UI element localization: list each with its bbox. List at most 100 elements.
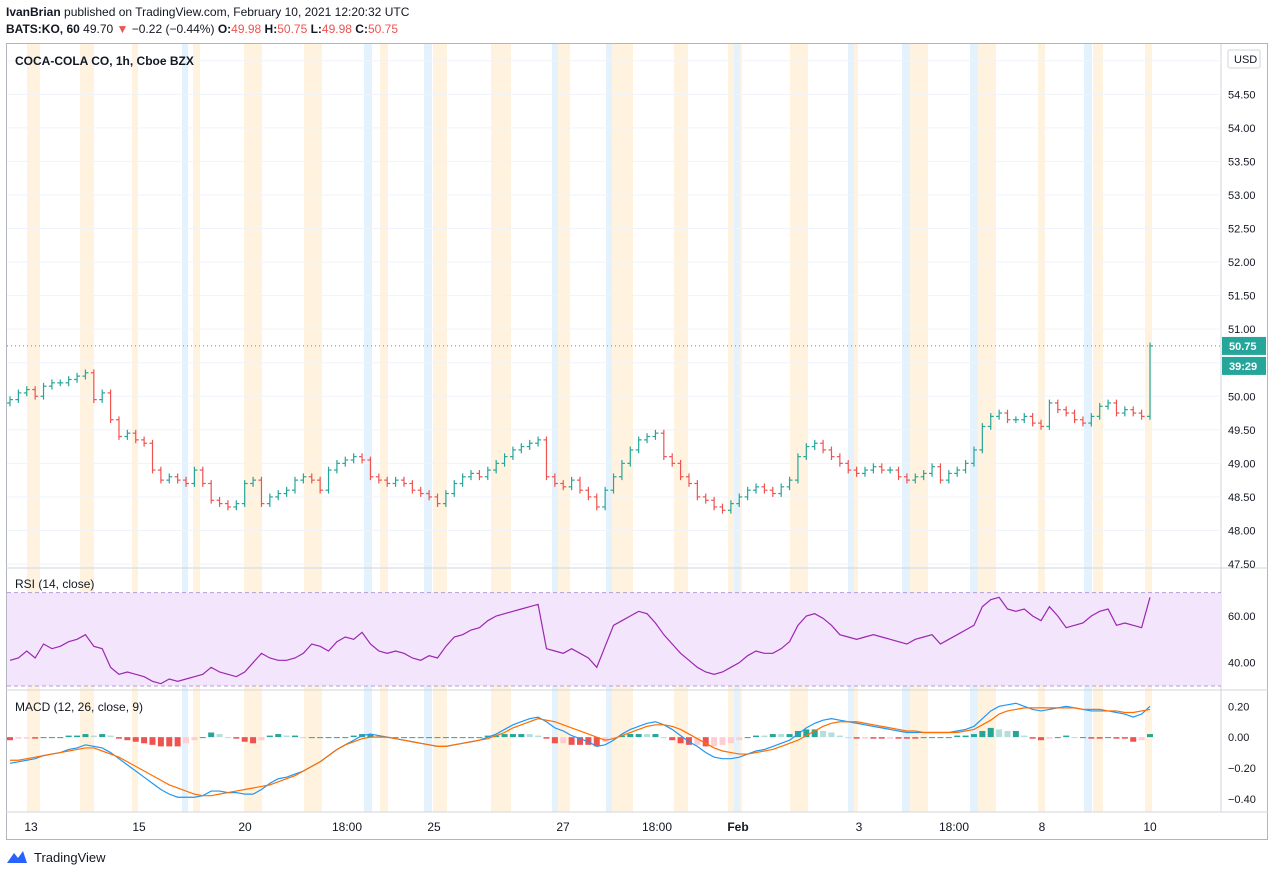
ohlc-bar bbox=[191, 466, 198, 487]
macd-histogram-bar bbox=[753, 735, 760, 738]
macd-histogram-bar bbox=[602, 737, 609, 742]
rsi-title: RSI (14, close) bbox=[15, 577, 94, 591]
ohlc-bar bbox=[962, 460, 969, 474]
macd-histogram-bar bbox=[1046, 737, 1053, 739]
price-tick-label: 53.50 bbox=[1228, 156, 1256, 168]
ohlc-bar bbox=[1029, 413, 1036, 427]
ohlc-bar bbox=[736, 493, 743, 507]
macd-histogram-bar bbox=[65, 735, 72, 738]
ohlc-bar bbox=[836, 453, 843, 467]
macd-histogram-bar bbox=[99, 734, 106, 738]
macd-histogram-bar bbox=[987, 727, 994, 738]
ohlc-bar bbox=[1121, 406, 1128, 417]
ohlc-bar bbox=[350, 453, 357, 464]
macd-histogram-bar bbox=[501, 734, 508, 738]
macd-histogram-bar bbox=[74, 735, 81, 738]
macd-histogram-bar bbox=[115, 737, 122, 739]
macd-histogram-bar bbox=[191, 737, 198, 741]
ohlc-bar bbox=[794, 453, 801, 484]
ohlc-bar bbox=[1012, 416, 1019, 424]
chart-title: COCA-COLA CO, 1h, Cboe BZX bbox=[15, 54, 194, 68]
macd-histogram-bar bbox=[409, 737, 416, 739]
macd-histogram-bar bbox=[484, 735, 491, 738]
ohlc-bar bbox=[727, 500, 734, 514]
open-label: O: bbox=[217, 22, 232, 36]
macd-histogram-bar bbox=[392, 737, 399, 739]
high-label: H: bbox=[264, 22, 278, 36]
time-axis-label: 8 bbox=[1039, 820, 1046, 834]
ohlc-bar bbox=[1046, 399, 1053, 430]
ohlc-bar bbox=[1079, 416, 1086, 427]
macd-histogram-bar bbox=[551, 737, 558, 744]
macd-histogram-bar bbox=[627, 734, 634, 738]
tradingview-logo-icon bbox=[7, 851, 27, 863]
tradingview-brand[interactable]: TradingView bbox=[34, 849, 106, 865]
ohlc-bar bbox=[903, 473, 910, 484]
ohlc-bar bbox=[568, 476, 575, 491]
macd-histogram-bar bbox=[1012, 730, 1019, 738]
macd-histogram-bar bbox=[1113, 737, 1120, 739]
macd-histogram-bar bbox=[250, 737, 257, 744]
ohlc-bar bbox=[275, 490, 282, 501]
ohlc-bar bbox=[224, 500, 231, 511]
macd-histogram-bar bbox=[258, 737, 265, 741]
session-band-post bbox=[182, 44, 188, 812]
macd-histogram-bar bbox=[174, 737, 181, 747]
ohlc-bar bbox=[535, 436, 542, 447]
ohlc-bar bbox=[65, 376, 72, 387]
ohlc-bar bbox=[543, 436, 550, 481]
ohlc-bar bbox=[929, 463, 936, 477]
macd-histogram-bar bbox=[32, 737, 39, 739]
tradingview-footer[interactable]: TradingView bbox=[6, 849, 106, 865]
macd-histogram-bar bbox=[895, 737, 902, 739]
macd-histogram-bar bbox=[1029, 737, 1036, 739]
session-band-post bbox=[424, 44, 432, 812]
time-axis-label: 10 bbox=[1143, 820, 1157, 834]
ohlc-bar bbox=[199, 466, 206, 487]
rsi-tick-label: 60.00 bbox=[1228, 611, 1256, 623]
ohlc-legend: BATS:KO, 60 49.70 ▼ −0.22 (−0.44%) O:49.… bbox=[6, 22, 398, 36]
macd-histogram-bar bbox=[141, 737, 148, 744]
ohlc-bar bbox=[15, 389, 22, 403]
ohlc-bar bbox=[509, 446, 516, 460]
ohlc-bar bbox=[493, 460, 500, 474]
ohlc-bar bbox=[1063, 406, 1070, 417]
macd-title: MACD (12, 26, close, 9) bbox=[15, 700, 143, 714]
ohlc-bar bbox=[392, 476, 399, 487]
macd-histogram-bar bbox=[543, 737, 550, 739]
ohlc-bar bbox=[761, 483, 768, 494]
chart-frame[interactable] bbox=[6, 43, 1268, 840]
macd-histogram-bar bbox=[652, 734, 659, 738]
macd-histogram-bar bbox=[183, 737, 190, 744]
ohlc-bar bbox=[308, 473, 315, 484]
macd-histogram-bar bbox=[736, 737, 743, 741]
author-name[interactable]: IvanBrian bbox=[6, 5, 61, 19]
macd-histogram-bar bbox=[400, 737, 407, 739]
session-band-pre bbox=[380, 44, 388, 812]
ohlc-bar bbox=[870, 463, 877, 474]
macd-histogram-bar bbox=[15, 737, 22, 739]
ohlc-bar bbox=[1038, 419, 1045, 430]
time-axis-label: 18:00 bbox=[939, 820, 969, 834]
ohlc-bar bbox=[719, 503, 726, 514]
macd-histogram-bar bbox=[1105, 737, 1112, 739]
session-band-pre bbox=[790, 44, 808, 812]
time-axis-label: 27 bbox=[556, 820, 570, 834]
open-value: 49.98 bbox=[231, 22, 262, 36]
ohlc-bar bbox=[57, 379, 64, 387]
ohlc-bar bbox=[970, 446, 977, 467]
macd-histogram-bar bbox=[769, 734, 776, 738]
ohlc-bar bbox=[7, 396, 13, 407]
session-band-pre bbox=[132, 44, 138, 812]
macd-histogram-bar bbox=[434, 737, 441, 739]
ohlc-bar bbox=[216, 496, 223, 507]
ohlc-bar bbox=[887, 466, 894, 474]
publish-info: IvanBrian published on TradingView.com, … bbox=[6, 5, 409, 19]
macd-histogram-bar bbox=[241, 737, 248, 742]
macd-histogram-bar bbox=[40, 737, 47, 739]
macd-histogram-bar bbox=[1088, 737, 1095, 739]
price-tick-label: 48.00 bbox=[1228, 525, 1256, 537]
macd-histogram-bar bbox=[694, 737, 701, 745]
ohlc-bar bbox=[744, 486, 751, 501]
